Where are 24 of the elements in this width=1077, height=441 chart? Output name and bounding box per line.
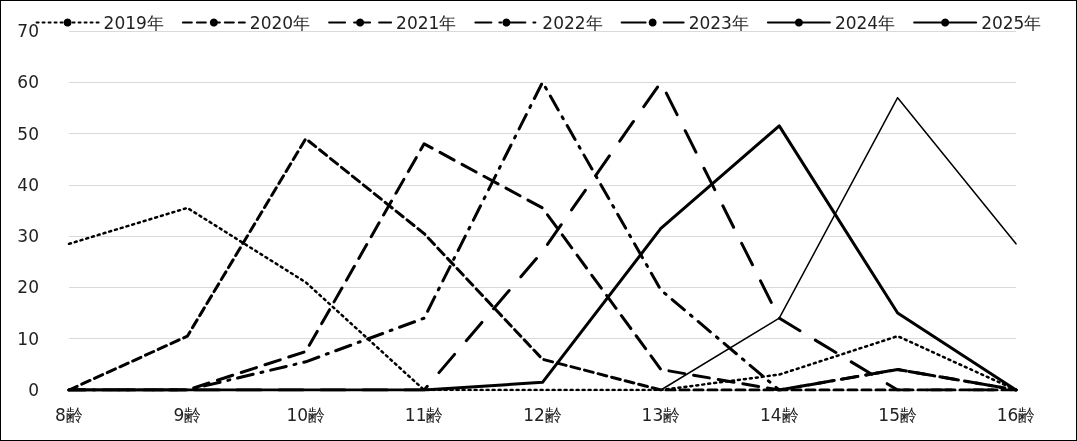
- x-tick-label: 11齢: [404, 404, 444, 425]
- legend-label: 2020年: [249, 12, 311, 33]
- legend-label: 2019年: [103, 12, 164, 33]
- x-tick-label: 9齢: [173, 404, 202, 425]
- x-tick-label: 10齢: [286, 404, 326, 425]
- y-tick-label: 70: [17, 21, 39, 41]
- legend-label: 2024年: [834, 12, 896, 33]
- legend-label: 2023年: [688, 12, 749, 33]
- x-tick-label: 13齢: [641, 404, 681, 425]
- legend-label: 2025年: [981, 12, 1042, 33]
- x-tick-label: 14齢: [759, 404, 799, 425]
- legend-label: 2021年: [396, 12, 457, 33]
- y-tick-label: 40: [17, 174, 39, 195]
- y-tick-label: 0: [28, 380, 39, 400]
- y-tick-label: 50: [17, 123, 39, 144]
- x-tick-label: 8齢: [55, 404, 83, 425]
- y-tick-label: 30: [17, 226, 39, 247]
- y-tick-label: 60: [17, 72, 39, 93]
- x-tick-label: 12齢: [523, 404, 562, 425]
- y-tick-label: 20: [17, 277, 39, 298]
- x-tick-label: 15齢: [878, 404, 917, 425]
- legend-label: 2022年: [542, 12, 603, 33]
- x-tick-label: 16齢: [996, 404, 1036, 425]
- y-tick-label: 10: [17, 328, 39, 349]
